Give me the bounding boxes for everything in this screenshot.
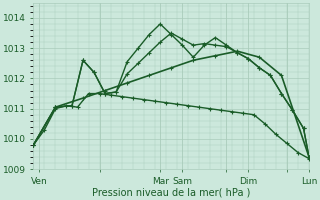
X-axis label: Pression niveau de la mer( hPa ): Pression niveau de la mer( hPa ) bbox=[92, 187, 251, 197]
